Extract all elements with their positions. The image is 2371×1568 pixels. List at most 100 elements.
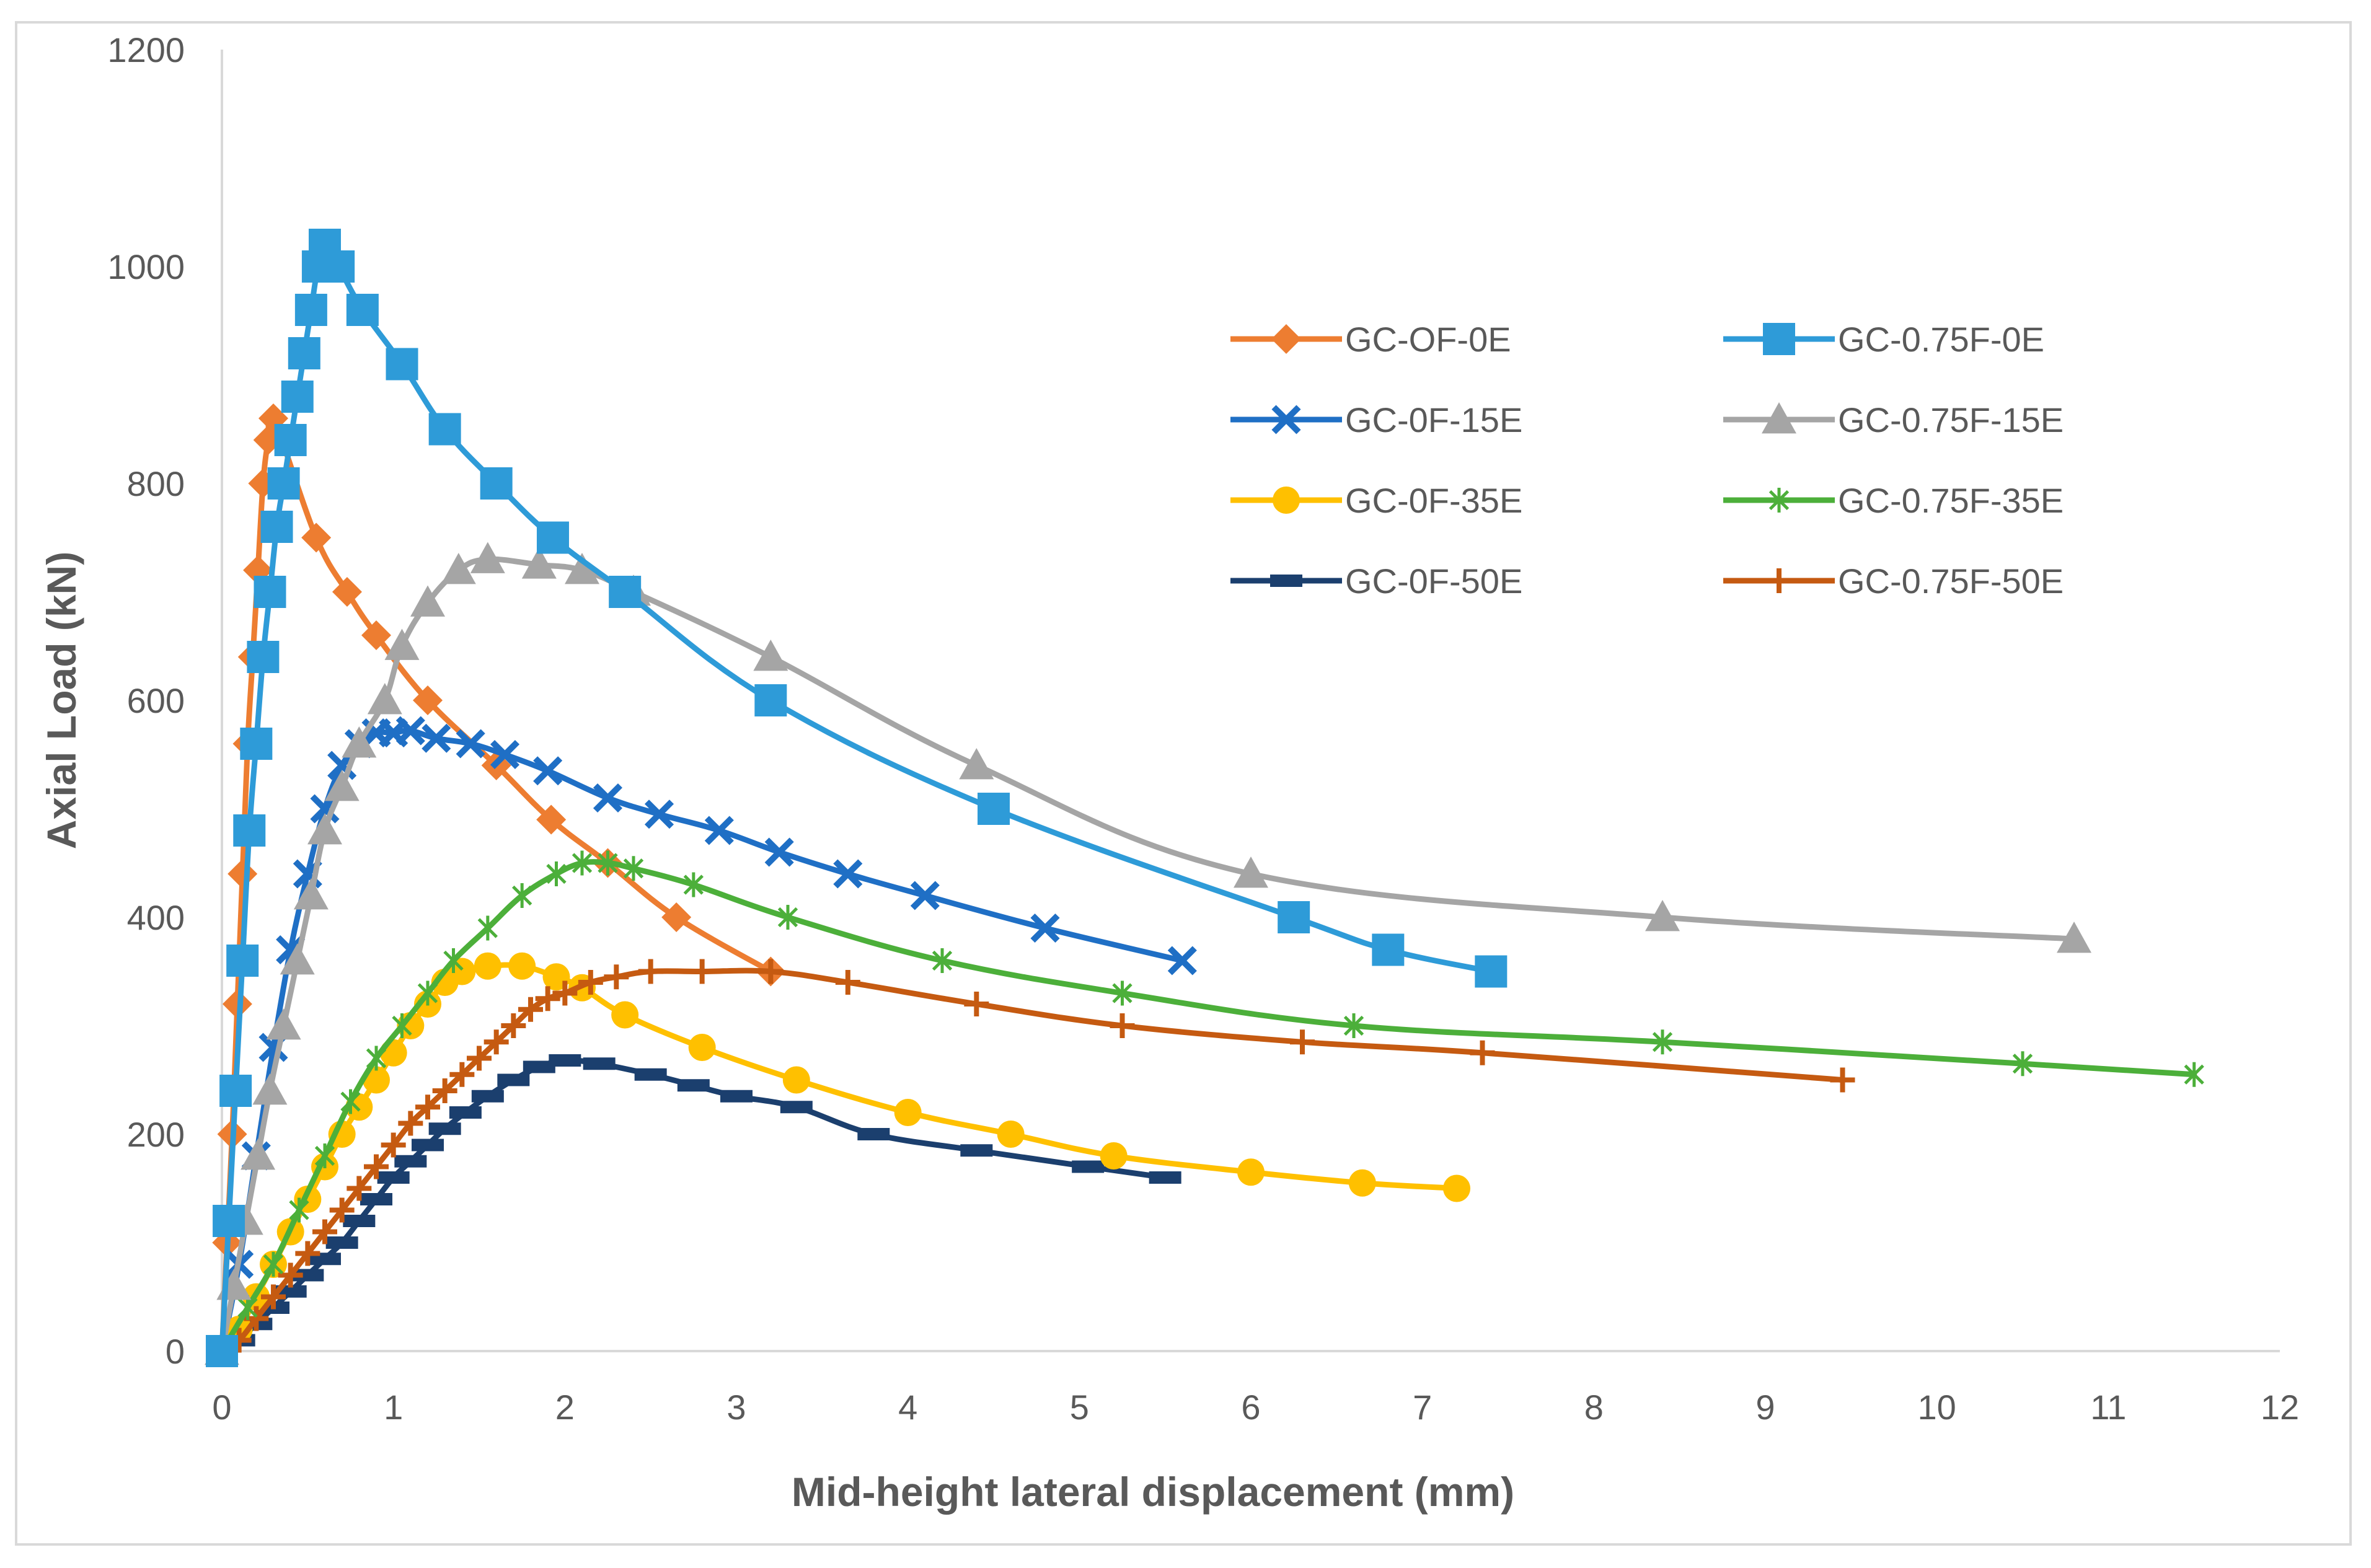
data-point bbox=[1110, 1013, 1135, 1038]
x-tick-label: 3 bbox=[726, 1388, 746, 1427]
data-point bbox=[1470, 1040, 1495, 1065]
data-point bbox=[1290, 1029, 1315, 1055]
legend-label: GC-0.75F-50E bbox=[1838, 562, 2064, 601]
data-point bbox=[397, 1012, 425, 1039]
data-point bbox=[448, 958, 476, 985]
legend-label: GC-0F-35E bbox=[1345, 481, 1522, 520]
data-point bbox=[342, 726, 377, 758]
data-point bbox=[377, 1171, 410, 1184]
data-point bbox=[213, 1205, 245, 1237]
legend-marker bbox=[1270, 575, 1302, 587]
data-point bbox=[222, 989, 252, 1019]
data-point bbox=[384, 628, 420, 660]
data-point bbox=[329, 1197, 355, 1223]
data-point bbox=[366, 1046, 387, 1071]
data-point bbox=[754, 684, 787, 716]
x-tick-label: 10 bbox=[1918, 1388, 1956, 1427]
data-point bbox=[508, 952, 536, 980]
data-point bbox=[552, 980, 578, 1006]
data-point bbox=[1030, 913, 1060, 943]
data-point bbox=[960, 1144, 993, 1157]
x-tick-label: 9 bbox=[1755, 1388, 1775, 1427]
y-tick-label: 0 bbox=[166, 1332, 185, 1371]
legend-label: GC-0.75F-0E bbox=[1838, 320, 2044, 359]
data-point bbox=[764, 837, 794, 867]
data-point bbox=[254, 576, 286, 608]
data-point bbox=[281, 381, 314, 413]
data-point bbox=[278, 1262, 303, 1288]
legend-label: GC-0F-15E bbox=[1345, 400, 1522, 439]
data-point bbox=[583, 1057, 616, 1070]
y-tick-label: 1200 bbox=[107, 30, 185, 69]
data-point bbox=[1234, 857, 1268, 888]
data-point bbox=[467, 1046, 492, 1071]
data-point bbox=[1475, 955, 1508, 988]
data-point bbox=[474, 952, 501, 980]
data-point bbox=[289, 1197, 309, 1223]
data-point bbox=[661, 902, 692, 932]
legend-item: GC-0F-35E bbox=[1230, 481, 1522, 520]
data-point bbox=[644, 799, 674, 829]
x-tick-label: 5 bbox=[1070, 1388, 1089, 1427]
legend-item: GC-0.75F-15E bbox=[1723, 400, 2064, 439]
data-point bbox=[293, 878, 329, 910]
data-point bbox=[1645, 900, 1680, 932]
data-point bbox=[997, 1121, 1025, 1148]
data-point bbox=[386, 348, 418, 381]
data-point bbox=[704, 816, 734, 845]
legend-item: GC-0.75F-50E bbox=[1723, 562, 2064, 601]
data-point bbox=[280, 943, 315, 975]
data-point bbox=[428, 1122, 461, 1135]
data-point bbox=[578, 970, 603, 995]
data-point bbox=[392, 1013, 412, 1038]
data-point bbox=[360, 1193, 392, 1205]
legend-marker bbox=[1768, 488, 1790, 513]
data-point bbox=[1278, 901, 1310, 933]
data-point bbox=[364, 1154, 389, 1179]
data-point bbox=[1149, 1171, 1181, 1184]
data-point bbox=[432, 1078, 457, 1103]
data-point bbox=[638, 959, 663, 984]
data-point bbox=[688, 1034, 716, 1061]
data-point bbox=[683, 872, 704, 897]
legend-marker bbox=[1763, 323, 1795, 355]
data-point bbox=[449, 1062, 475, 1087]
data-point bbox=[689, 959, 715, 984]
data-point bbox=[240, 728, 273, 760]
data-point bbox=[260, 511, 293, 543]
data-point bbox=[441, 553, 476, 584]
data-point bbox=[535, 986, 560, 1011]
data-point bbox=[833, 859, 863, 889]
y-tick-label: 200 bbox=[127, 1115, 185, 1154]
data-point bbox=[274, 424, 307, 456]
data-point bbox=[593, 783, 623, 813]
data-point bbox=[490, 739, 520, 770]
data-point bbox=[720, 1090, 753, 1103]
data-point bbox=[381, 1132, 406, 1158]
data-point bbox=[233, 814, 266, 847]
data-point bbox=[422, 723, 451, 753]
legend-item: GC-0.75F-0E bbox=[1723, 320, 2044, 359]
data-point bbox=[483, 1029, 509, 1055]
data-point bbox=[412, 1139, 444, 1152]
series-gc-0-75f-0e bbox=[206, 229, 1508, 1367]
data-point bbox=[1348, 1169, 1376, 1197]
legend-label: GC-OF-0E bbox=[1345, 320, 1511, 359]
data-point bbox=[536, 804, 567, 835]
legend-item: GC-0.75F-35E bbox=[1723, 481, 2064, 520]
data-point bbox=[611, 1001, 639, 1029]
data-point bbox=[395, 716, 425, 746]
data-point bbox=[2057, 922, 2091, 953]
series-line-gc-0-75f-0e bbox=[219, 242, 1494, 1354]
data-point bbox=[572, 850, 593, 876]
data-point bbox=[312, 1219, 337, 1244]
data-point bbox=[634, 1068, 667, 1081]
data-point bbox=[266, 1008, 301, 1040]
data-point bbox=[753, 640, 788, 671]
data-point bbox=[932, 948, 953, 973]
data-point bbox=[314, 1143, 335, 1168]
data-point bbox=[480, 467, 513, 500]
legend-marker bbox=[1271, 324, 1301, 354]
data-point bbox=[477, 915, 498, 941]
